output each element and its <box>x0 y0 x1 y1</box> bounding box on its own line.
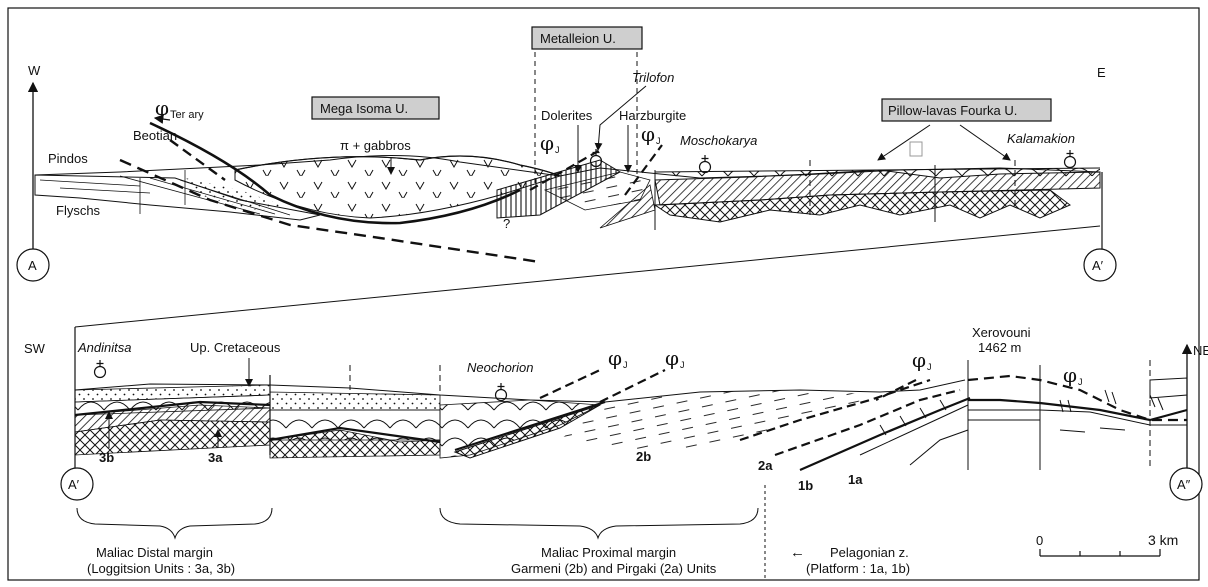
point-a-double-prime-circle <box>1169 467 1203 501</box>
unit-2a-label: 2a <box>758 458 773 473</box>
pelagonian-caption-1: Pelagonian z. <box>830 545 909 560</box>
point-a-label: A <box>28 258 37 273</box>
j-bottom-1: J <box>623 360 628 370</box>
tertiary-label: Ter ary <box>170 109 204 121</box>
moschokarya-label: Moschokarya <box>680 133 757 148</box>
j-bottom-3: J <box>927 362 932 372</box>
bottom-section: SW A′ NE A″ <box>24 325 1208 580</box>
dolerites-label: Dolerites <box>541 108 593 123</box>
point-a-prime-bottom-circle <box>60 467 94 501</box>
neochorion-label: Neochorion <box>467 360 534 375</box>
point-a-prime-label: A′ <box>1092 258 1104 273</box>
metalleion-unit-box: Metalleion U. <box>531 26 643 50</box>
flyschs-label: Flyschs <box>56 203 101 218</box>
phi-j-symbol-1: φ <box>540 131 554 155</box>
point-a-prime-circle <box>1083 248 1117 282</box>
xerovouni-altitude: 1462 m <box>978 340 1021 355</box>
ne-label: NE <box>1193 343 1208 358</box>
point-a-circle <box>16 248 50 282</box>
trilofon-label: Trilofon <box>632 70 674 85</box>
unit-3a-label: 3a <box>208 450 223 465</box>
question-mark: ? <box>503 216 510 231</box>
distal-margin-caption-2: (Loggitsion Units : 3a, 3b) <box>87 561 235 576</box>
pelagonian-caption-2: (Platform : 1a, 1b) <box>806 561 910 576</box>
trilofon-locality-icon <box>589 149 603 168</box>
beotian-label: Beotian <box>133 128 177 143</box>
distal-margin-caption-1: Maliac Distal margin <box>96 545 213 560</box>
moschokarya-locality-icon <box>698 155 712 174</box>
phi-j-symbol-2: φ <box>641 122 655 146</box>
pillow-lavas-unit-label: Pillow-lavas Fourka U. <box>888 103 1017 118</box>
pillow-lavas-unit-box: Pillow-lavas Fourka U. <box>881 98 1052 122</box>
scale-three-km: 3 km <box>1148 532 1178 548</box>
j-bottom-4: J <box>1078 377 1083 387</box>
proximal-margin-caption-1: Maliac Proximal margin <box>541 545 676 560</box>
point-a-prime-bottom-label: A′ <box>68 477 80 492</box>
outer-frame <box>7 7 1200 581</box>
phi-j-bottom-2: φ <box>665 346 679 370</box>
pindos-label: Pindos <box>48 151 88 166</box>
unit-1b-label: 1b <box>798 478 813 493</box>
section-connector-left <box>74 225 1101 328</box>
scale-zero: 0 <box>1036 533 1043 548</box>
scale-bar: 0 3 km <box>1036 532 1178 557</box>
east-label: E <box>1097 65 1106 80</box>
j-subscript-1: J <box>555 145 560 155</box>
pelagonian-arrow: ← <box>790 544 805 561</box>
j-bottom-2: J <box>680 360 685 370</box>
unit-2b-label: 2b <box>636 449 651 464</box>
phi-j-bottom-4: φ <box>1063 363 1077 387</box>
mega-isoma-unit-label: Mega Isoma U. <box>320 101 408 116</box>
up-cretaceous-label: Up. Cretaceous <box>190 340 281 355</box>
unit-3b-label: 3b <box>99 450 114 465</box>
pi-gabbros-label: π + gabbros <box>340 138 411 153</box>
neochorion-locality-icon <box>494 383 508 402</box>
point-a-double-prime-label: A″ <box>1177 477 1191 492</box>
phi-j-bottom-3: φ <box>912 348 926 372</box>
sw-label: SW <box>24 341 46 356</box>
andinitsa-label: Andinitsa <box>77 340 131 355</box>
phi-j-bottom-1: φ <box>608 346 622 370</box>
distal-margin-brace <box>76 507 273 540</box>
j-subscript-2: J <box>656 136 661 146</box>
west-label: W <box>28 63 41 78</box>
kalamakion-locality-icon <box>1063 150 1077 169</box>
unit-1a-label: 1a <box>848 472 863 487</box>
xerovouni-label: Xerovouni <box>972 325 1031 340</box>
proximal-margin-brace <box>439 507 759 540</box>
mega-isoma-unit-box: Mega Isoma U. <box>311 96 440 120</box>
phi-tertiary-symbol: φ <box>155 96 169 120</box>
proximal-margin-caption-2: Garmeni (2b) and Pirgaki (2a) Units <box>511 561 717 576</box>
kalamakion-label: Kalamakion <box>1007 131 1075 146</box>
harzburgite-label: Harzburgite <box>619 108 686 123</box>
top-section: W E A A′ ? <box>16 26 1117 282</box>
andinitsa-locality-icon <box>93 360 107 379</box>
metalleion-unit-label: Metalleion U. <box>540 31 616 46</box>
